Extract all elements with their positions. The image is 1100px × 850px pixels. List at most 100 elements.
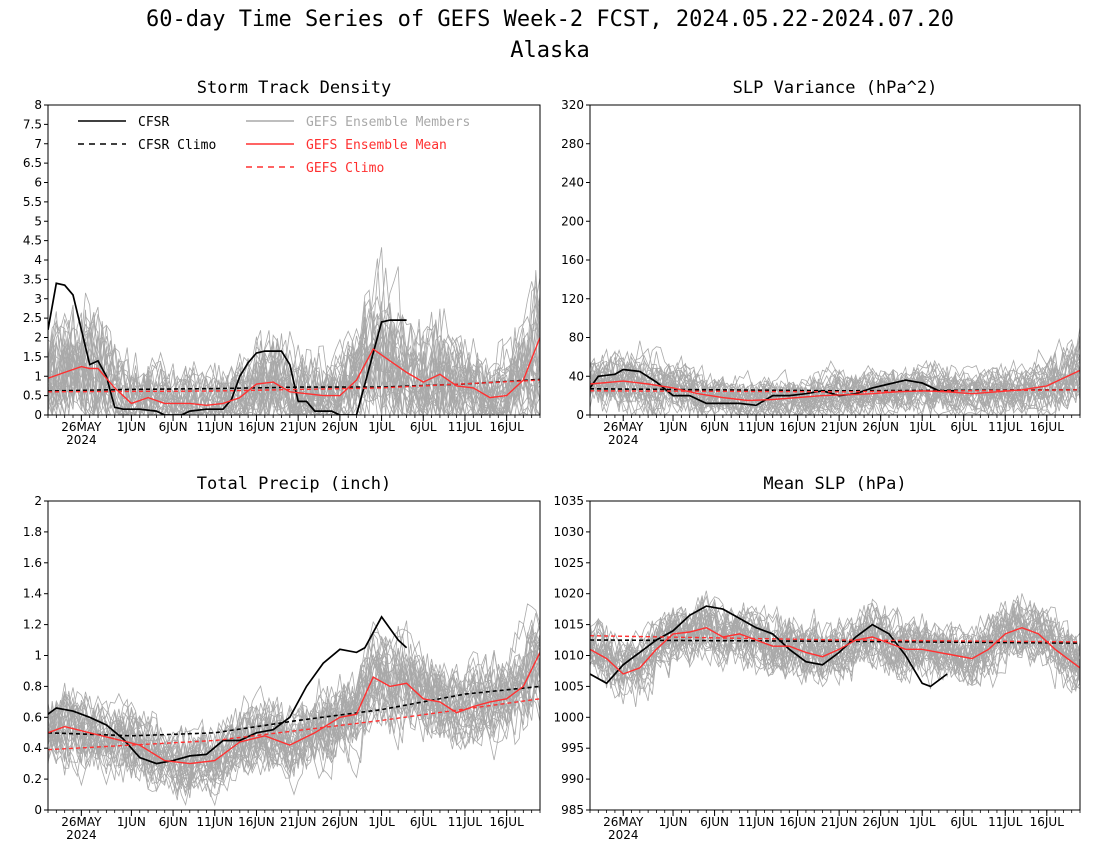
ensemble-member-line bbox=[590, 603, 1080, 699]
y-tick-label: 1035 bbox=[553, 494, 584, 508]
x-tick-label: 1JUN bbox=[117, 420, 146, 434]
y-tick-label: 0.6 bbox=[23, 710, 42, 724]
y-tick-label: 4 bbox=[34, 253, 42, 267]
ensemble-member-line bbox=[48, 641, 540, 792]
x-tick-label: 6JUN bbox=[700, 420, 729, 434]
x-tick-label: 26JUN bbox=[322, 815, 359, 829]
x-tick-label: 6JUL bbox=[410, 815, 437, 829]
y-tick-label: 990 bbox=[561, 772, 584, 786]
panel-title: SLP Variance (hPa^2) bbox=[733, 78, 938, 98]
x-tick-label: 6JUN bbox=[159, 815, 188, 829]
x-tick-label: 1JUN bbox=[659, 815, 688, 829]
y-tick-label: 0.5 bbox=[23, 389, 42, 403]
y-tick-label: 0.8 bbox=[23, 679, 42, 693]
y-tick-label: 1.4 bbox=[23, 587, 42, 601]
y-tick-label: 2 bbox=[34, 331, 42, 345]
ensemble-member-line bbox=[48, 286, 540, 415]
x-tick-label: 11JUN bbox=[738, 815, 775, 829]
y-tick-label: 1 bbox=[34, 369, 42, 383]
x-year-label: 2024 bbox=[608, 828, 639, 842]
y-tick-label: 5.5 bbox=[23, 195, 42, 209]
x-tick-label: 26JUN bbox=[322, 420, 359, 434]
y-tick-label: 1.2 bbox=[23, 618, 42, 632]
y-tick-label: 0 bbox=[34, 803, 42, 817]
x-tick-label: 16JUL bbox=[490, 420, 525, 434]
y-tick-label: 6.5 bbox=[23, 156, 42, 170]
x-tick-label: 11JUL bbox=[448, 815, 483, 829]
ensemble-member-line bbox=[590, 354, 1080, 414]
ensemble-member-line bbox=[590, 602, 1080, 679]
x-tick-label: 16JUL bbox=[490, 815, 525, 829]
chart-panel-3: Total Precip (inch) 0 0.2 0.4 0.6 0.8 1 1.2 1.4 1… bbox=[23, 474, 541, 842]
x-tick-label: 26MAY bbox=[61, 815, 102, 829]
y-tick-label: 160 bbox=[561, 253, 584, 267]
x-tick-label: 16JUN bbox=[238, 815, 275, 829]
y-tick-label: 1005 bbox=[553, 679, 584, 693]
ensemble-member-line bbox=[48, 311, 540, 415]
figure-subtitle: Alaska bbox=[510, 38, 589, 63]
y-tick-label: 320 bbox=[561, 98, 584, 112]
x-tick-label: 6JUN bbox=[700, 815, 729, 829]
y-tick-label: 1.6 bbox=[23, 556, 42, 570]
panel-title: Mean SLP (hPa) bbox=[763, 474, 906, 494]
x-tick-label: 1JUL bbox=[909, 420, 936, 434]
y-tick-label: 0.2 bbox=[23, 772, 42, 786]
y-tick-label: 1.8 bbox=[23, 525, 42, 539]
y-tick-label: 4.5 bbox=[23, 234, 42, 248]
y-tick-label: 1000 bbox=[553, 710, 584, 724]
y-tick-label: 2 bbox=[34, 494, 42, 508]
ensemble-member-line bbox=[48, 631, 540, 790]
y-tick-label: 6 bbox=[34, 176, 42, 190]
plot-area bbox=[48, 247, 540, 415]
x-tick-label: 26JUN bbox=[862, 420, 899, 434]
y-tick-label: 1015 bbox=[553, 618, 584, 632]
ensemble-member-line bbox=[48, 308, 540, 415]
y-tick-label: 1 bbox=[34, 649, 42, 663]
y-tick-label: 3.5 bbox=[23, 272, 42, 286]
legend-label-gefs-climo: GEFS Climo bbox=[306, 161, 384, 176]
ensemble-member-line bbox=[590, 597, 1080, 685]
y-tick-label: 5 bbox=[34, 214, 42, 228]
x-year-label: 2024 bbox=[608, 433, 639, 447]
gefs-ensemble-mean-line bbox=[590, 369, 1080, 402]
x-tick-label: 26JUN bbox=[862, 815, 899, 829]
cfsr-climo-line bbox=[590, 639, 1080, 644]
gefs-ensemble-mean-line bbox=[48, 337, 540, 407]
gefs-climo-line bbox=[590, 635, 1080, 643]
x-tick-label: 11JUN bbox=[196, 420, 233, 434]
ensemble-member-line bbox=[590, 361, 1080, 415]
ensemble-member-line bbox=[48, 633, 540, 788]
y-tick-label: 3 bbox=[34, 292, 42, 306]
x-tick-label: 11JUN bbox=[738, 420, 775, 434]
x-tick-label: 1JUN bbox=[117, 815, 146, 829]
x-tick-label: 1JUL bbox=[368, 420, 395, 434]
cfsr-climo-line bbox=[48, 378, 540, 392]
x-tick-label: 11JUL bbox=[988, 815, 1023, 829]
ensemble-member-line bbox=[48, 247, 540, 415]
x-year-label: 2024 bbox=[66, 433, 97, 447]
ensemble-member-line bbox=[590, 346, 1080, 415]
cfsr-line bbox=[48, 615, 408, 765]
plot-area bbox=[590, 590, 1080, 707]
y-tick-label: 1020 bbox=[553, 587, 584, 601]
y-tick-label: 0 bbox=[34, 408, 42, 422]
gefs-climo-line bbox=[590, 389, 1080, 393]
x-tick-label: 6JUL bbox=[950, 815, 977, 829]
y-tick-label: 40 bbox=[569, 369, 584, 383]
panels: Storm Track Density 0 0.5 1 1.5 2 2.5 3 3.5 4 4.5 5… bbox=[23, 78, 1081, 842]
x-year-label: 2024 bbox=[66, 828, 97, 842]
ensemble-member-line bbox=[590, 340, 1080, 413]
y-tick-label: 1025 bbox=[553, 556, 584, 570]
y-tick-label: 120 bbox=[561, 292, 584, 306]
y-tick-label: 985 bbox=[561, 803, 584, 817]
x-tick-label: 21JUN bbox=[821, 420, 858, 434]
ensemble-member-line bbox=[590, 608, 1080, 686]
x-tick-label: 21JUN bbox=[280, 420, 317, 434]
legend-label-ens-mean: GEFS Ensemble Mean bbox=[306, 138, 447, 153]
x-tick-label: 6JUL bbox=[950, 420, 977, 434]
plot-area bbox=[590, 327, 1080, 415]
y-tick-label: 995 bbox=[561, 741, 584, 755]
legend-label-members: GEFS Ensemble Members bbox=[306, 115, 470, 130]
